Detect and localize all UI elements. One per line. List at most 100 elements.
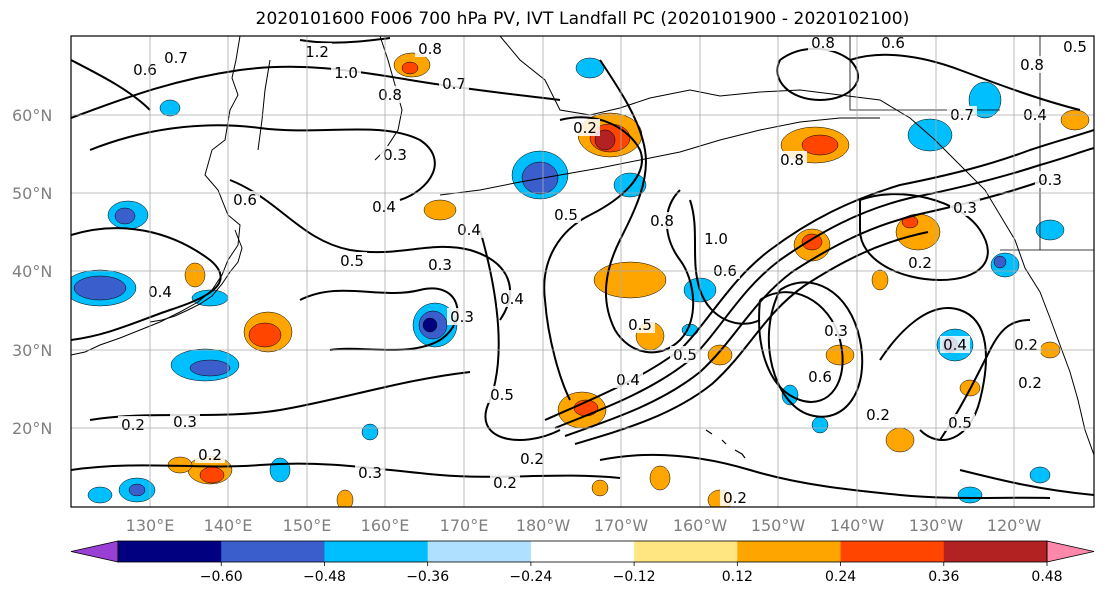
colorbar-tick-label: 0.36 — [928, 569, 959, 585]
contour-label-bg — [950, 199, 980, 216]
coastline-aleutians — [439, 117, 880, 196]
contour-label-bg — [302, 43, 332, 60]
anomaly-shading — [575, 57, 605, 79]
colorbar-extend-min — [70, 540, 119, 563]
lat-label-40n: 40°N — [12, 262, 52, 281]
contour-label-bg — [947, 106, 977, 123]
contour-label-bg — [1060, 38, 1090, 55]
contour-label-bg — [331, 64, 361, 81]
colorbar-tick-label: 0.48 — [1031, 569, 1062, 585]
contour-label: 0.3 — [824, 322, 848, 340]
anomaly-shading — [423, 199, 457, 221]
anomaly-shading — [269, 457, 291, 483]
lon-label-170w: 170°W — [594, 516, 649, 535]
anomaly-shading — [957, 486, 983, 504]
lat-label-20n: 20°N — [12, 419, 52, 438]
contour-label-bg — [710, 262, 740, 279]
contour-label: 0.7 — [442, 75, 466, 93]
contour-label: 0.5 — [628, 316, 652, 334]
anomaly-shading — [811, 416, 829, 434]
contour-label-bg — [375, 86, 405, 103]
contour-label: 0.2 — [723, 489, 747, 507]
contour-label-bg — [170, 413, 200, 430]
contour-label-bg — [517, 450, 547, 467]
anomaly-shading — [801, 134, 839, 156]
contour-label: 0.5 — [554, 206, 578, 224]
contour-label-bg — [940, 336, 970, 353]
anomaly-shading — [401, 61, 419, 75]
contour-label: 0.5 — [340, 252, 364, 270]
contour-label: 0.6 — [881, 34, 905, 52]
contour-label: 0.8 — [1020, 56, 1044, 74]
colorbar-segment — [840, 541, 945, 562]
figure-title: 2020101600 F006 700 hPa PV, IVT Landfall… — [255, 9, 910, 29]
anomaly-shading — [885, 427, 915, 453]
colorbar-tick-label: −0.12 — [613, 569, 656, 585]
contour-label: 0.6 — [233, 191, 257, 209]
anomaly-shading — [1035, 219, 1065, 241]
contour-label: 0.3 — [383, 146, 407, 164]
contour-label: 0.5 — [673, 346, 697, 364]
contour-label-bg — [808, 36, 838, 51]
contour-label: 0.8 — [418, 40, 442, 58]
anomaly-shading — [114, 207, 136, 225]
contour-label-bg — [454, 221, 484, 238]
lon-label-140e: 140°E — [204, 516, 253, 535]
contour-label: 0.6 — [133, 61, 157, 79]
map-frame — [70, 35, 1095, 508]
contour-label: 0.5 — [1063, 38, 1087, 56]
contour-label: 0.3 — [428, 256, 452, 274]
anomaly-shading — [707, 344, 733, 366]
colorbar-tick-label: −0.60 — [200, 569, 243, 585]
colorbar-segment — [737, 541, 842, 562]
anomaly-shading — [1029, 466, 1051, 484]
anomaly-shading — [128, 483, 146, 497]
contour-label-bg — [1020, 106, 1050, 123]
contour-label: 0.3 — [450, 308, 474, 326]
colorbar-segment — [118, 541, 222, 562]
contour-label: 0.6 — [808, 368, 832, 386]
lat-label-30n: 30°N — [12, 341, 52, 360]
contour-label-bg — [945, 414, 975, 431]
colorbar-segment — [221, 541, 325, 562]
anomaly-shading — [199, 466, 225, 484]
anomaly-shading — [1060, 109, 1090, 131]
colorbar-extend-max — [1046, 540, 1095, 563]
contour-label: 1.0 — [704, 230, 728, 248]
contour-label-bg — [1015, 374, 1045, 391]
contour-label: 0.2 — [908, 254, 932, 272]
contour-label: 0.5 — [948, 414, 972, 432]
contour-label-bg — [118, 416, 148, 433]
coastline-alaska — [499, 36, 1001, 216]
contour-label: 0.8 — [780, 151, 804, 169]
contour-label: 0.2 — [573, 119, 597, 137]
lon-label-170e: 170°E — [440, 516, 489, 535]
lon-label-120w: 120°W — [987, 516, 1042, 535]
coastline-japan — [149, 229, 243, 323]
contour-label: 0.2 — [493, 474, 517, 492]
contour-label-bg — [1017, 56, 1047, 73]
coastline-asia — [71, 36, 241, 356]
hawaii-islands — [705, 429, 746, 459]
gridlines — [71, 36, 1094, 507]
contour-label-bg — [130, 61, 160, 78]
contour-label: 0.8 — [378, 86, 402, 104]
contour-label: 0.4 — [616, 371, 640, 389]
colorbar-tick-label: −0.24 — [509, 569, 552, 585]
contour-labels: 1.21.00.80.60.70.80.70.30.40.5 0.30.40.20… — [118, 34, 1090, 507]
colorbar-segment — [427, 541, 532, 562]
contour-label: 1.0 — [334, 64, 358, 82]
contour-label-bg — [145, 283, 175, 300]
lon-label-180w: 180°W — [516, 516, 571, 535]
contour-label: 0.3 — [358, 464, 382, 482]
contour-label: 0.4 — [148, 283, 172, 301]
anomaly-shading — [159, 99, 181, 117]
contour-label: 0.4 — [372, 198, 396, 216]
lon-label-130w: 130°W — [909, 516, 964, 535]
colorbar-segment — [634, 541, 738, 562]
contour-label: 0.2 — [866, 406, 890, 424]
contour-label-bg — [337, 252, 367, 269]
anomaly-shading — [591, 479, 609, 497]
contour-label-bg — [447, 308, 477, 325]
